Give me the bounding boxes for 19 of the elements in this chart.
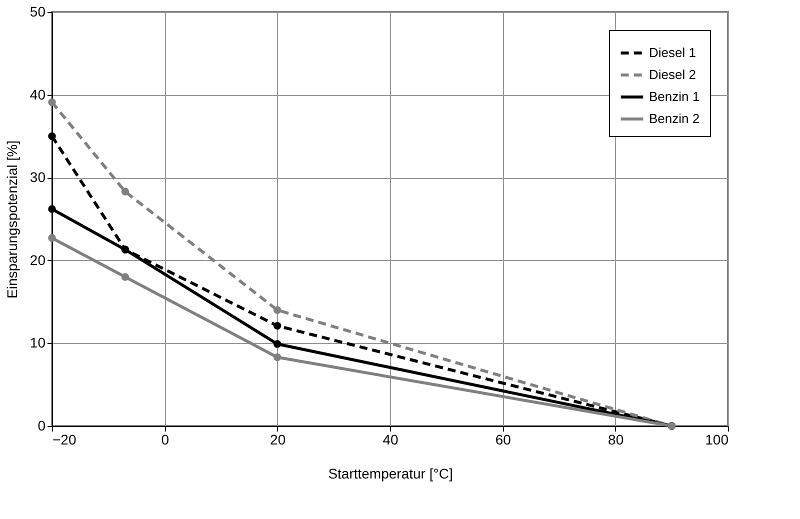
y-tick-label: 40 [30, 86, 46, 102]
x-tick-label: −20 [52, 432, 76, 448]
x-tick-label: 0 [161, 432, 170, 448]
x-tick-label: 40 [382, 432, 398, 448]
y-tick-label: 10 [30, 334, 46, 351]
y-axis-title: Einsparungspotenzial [%] [4, 140, 20, 298]
x-axis-title: Starttemperatur [°C] [328, 466, 453, 482]
legend-label: Diesel 2 [649, 67, 696, 82]
y-tick-label: 30 [30, 169, 46, 186]
y-tick-label: 0 [38, 418, 46, 434]
x-tick-label: 100 [705, 432, 729, 448]
x-tick-label: 60 [495, 432, 512, 448]
legend-label: Diesel 1 [649, 45, 696, 60]
legend-label: Benzin 2 [649, 111, 700, 126]
x-tick-label: 20 [270, 432, 286, 448]
legend-label: Benzin 1 [649, 89, 700, 104]
y-tick-label: 50 [30, 4, 46, 20]
x-tick-label: 80 [608, 432, 624, 448]
y-tick-label: 20 [30, 252, 46, 268]
